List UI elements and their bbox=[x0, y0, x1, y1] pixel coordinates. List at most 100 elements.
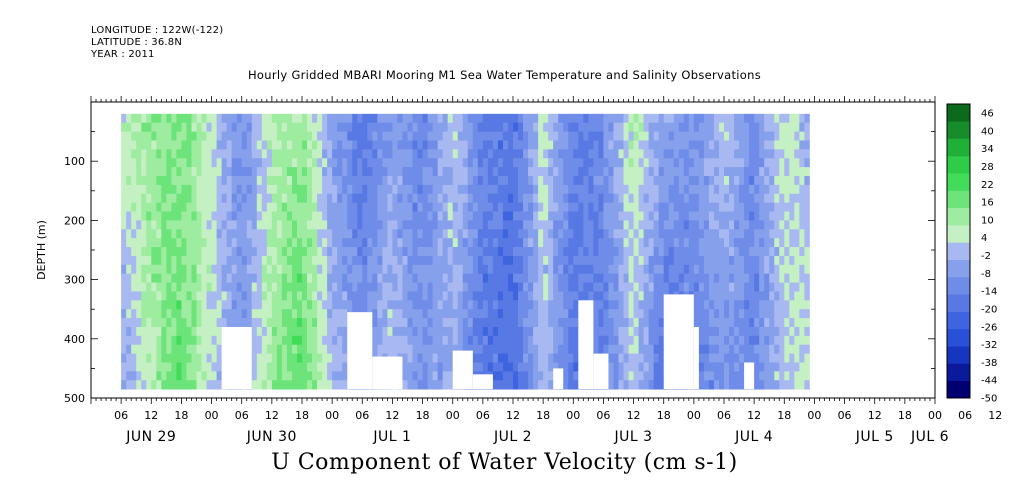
heatmap-cell bbox=[256, 264, 263, 275]
heatmap-cell bbox=[176, 335, 182, 346]
heatmap-cell bbox=[739, 318, 745, 328]
heatmap-cell bbox=[518, 309, 524, 319]
heatmap-cell bbox=[216, 371, 223, 381]
heatmap-cell bbox=[713, 140, 720, 150]
heatmap-cell bbox=[628, 309, 634, 319]
heatmap-cell bbox=[518, 255, 524, 266]
heatmap-cell bbox=[658, 255, 665, 266]
heatmap-cell bbox=[412, 255, 418, 266]
heatmap-cell bbox=[196, 238, 202, 248]
heatmap-cell bbox=[543, 282, 549, 292]
heatmap-cell bbox=[759, 255, 765, 266]
heatmap-cell bbox=[447, 291, 454, 301]
heatmap-cell bbox=[422, 362, 428, 372]
heatmap-cell bbox=[437, 158, 444, 168]
heatmap-cell bbox=[518, 344, 524, 354]
heatmap-cell bbox=[794, 238, 800, 248]
heatmap-cell bbox=[156, 282, 162, 292]
heatmap-cell bbox=[497, 300, 504, 310]
heatmap-cell bbox=[291, 326, 298, 337]
heatmap-cell bbox=[553, 238, 559, 248]
heatmap-cell bbox=[713, 158, 720, 168]
heatmap-cell bbox=[302, 211, 308, 221]
heatmap-cell bbox=[804, 300, 810, 310]
heatmap-cell bbox=[141, 140, 147, 150]
heatmap-cell bbox=[749, 264, 755, 275]
heatmap-cell bbox=[342, 344, 348, 354]
heatmap-cell bbox=[568, 371, 574, 381]
heatmap-cell bbox=[799, 300, 805, 310]
heatmap-cell bbox=[608, 282, 614, 292]
heatmap-cell bbox=[759, 326, 765, 337]
heatmap-cell bbox=[693, 193, 700, 204]
heatmap-cell bbox=[648, 140, 655, 150]
heatmap-cell bbox=[613, 282, 619, 292]
heatmap-cell bbox=[507, 326, 514, 337]
heatmap-cell bbox=[492, 380, 499, 390]
heatmap-cell bbox=[296, 282, 303, 292]
heatmap-cell bbox=[739, 326, 745, 337]
heatmap-cell bbox=[769, 211, 775, 221]
heatmap-cell bbox=[146, 318, 152, 328]
heatmap-cell bbox=[322, 122, 328, 132]
heatmap-cell bbox=[593, 193, 599, 204]
heatmap-cell bbox=[774, 193, 780, 204]
heatmap-cell bbox=[146, 193, 152, 204]
heatmap-cell bbox=[502, 318, 509, 328]
heatmap-cell bbox=[477, 193, 484, 204]
heatmap-cell bbox=[658, 362, 665, 372]
heatmap-cell bbox=[688, 264, 695, 275]
heatmap-cell bbox=[211, 211, 217, 221]
heatmap-cell bbox=[417, 193, 423, 204]
heatmap-cell bbox=[573, 113, 579, 124]
heatmap-cell bbox=[638, 149, 645, 159]
heatmap-cell bbox=[553, 193, 559, 204]
heatmap-cell bbox=[744, 326, 750, 337]
heatmap-cell bbox=[784, 273, 790, 283]
heatmap-cell bbox=[593, 167, 599, 177]
heatmap-cell bbox=[623, 184, 629, 195]
heatmap-cell bbox=[633, 122, 639, 132]
heatmap-cell bbox=[492, 282, 499, 292]
heatmap-cell bbox=[764, 149, 770, 159]
heatmap-cell bbox=[447, 220, 454, 230]
heatmap-cell bbox=[327, 211, 333, 221]
heatmap-cell bbox=[477, 202, 484, 212]
heatmap-cell bbox=[658, 326, 665, 337]
heatmap-cell bbox=[342, 184, 348, 195]
heatmap-cell bbox=[342, 318, 348, 328]
heatmap-cell bbox=[136, 273, 142, 283]
heatmap-cell bbox=[121, 131, 127, 141]
heatmap-cell bbox=[518, 318, 524, 328]
heatmap-cell bbox=[663, 220, 670, 230]
heatmap-cell bbox=[216, 140, 223, 150]
heatmap-cell bbox=[573, 300, 579, 310]
heatmap-cell bbox=[291, 247, 298, 257]
heatmap-cell bbox=[382, 167, 388, 177]
heatmap-cell bbox=[573, 264, 579, 275]
heatmap-cell bbox=[497, 158, 504, 168]
heatmap-cell bbox=[543, 291, 549, 301]
heatmap-cell bbox=[246, 220, 253, 230]
heatmap-cell bbox=[317, 211, 323, 221]
heatmap-cell bbox=[482, 176, 489, 186]
heatmap-cell bbox=[291, 282, 298, 292]
heatmap-cell bbox=[673, 113, 680, 124]
heatmap-cell bbox=[251, 335, 258, 346]
heatmap-cell bbox=[578, 282, 584, 292]
heatmap-cell bbox=[261, 326, 268, 337]
heatmap-cell bbox=[382, 300, 388, 310]
heatmap-cell bbox=[703, 309, 710, 319]
heatmap-cell bbox=[256, 255, 263, 266]
heatmap-cell bbox=[638, 211, 645, 221]
heatmap-cell bbox=[322, 167, 328, 177]
heatmap-cell bbox=[126, 149, 132, 159]
heatmap-cell bbox=[523, 380, 529, 390]
heatmap-cell bbox=[804, 318, 810, 328]
heatmap-cell bbox=[322, 220, 328, 230]
heatmap-cell bbox=[372, 300, 378, 310]
heatmap-cell bbox=[161, 264, 167, 275]
heatmap-cell bbox=[261, 335, 268, 346]
heatmap-cell bbox=[402, 122, 408, 132]
heatmap-cell bbox=[804, 247, 810, 257]
